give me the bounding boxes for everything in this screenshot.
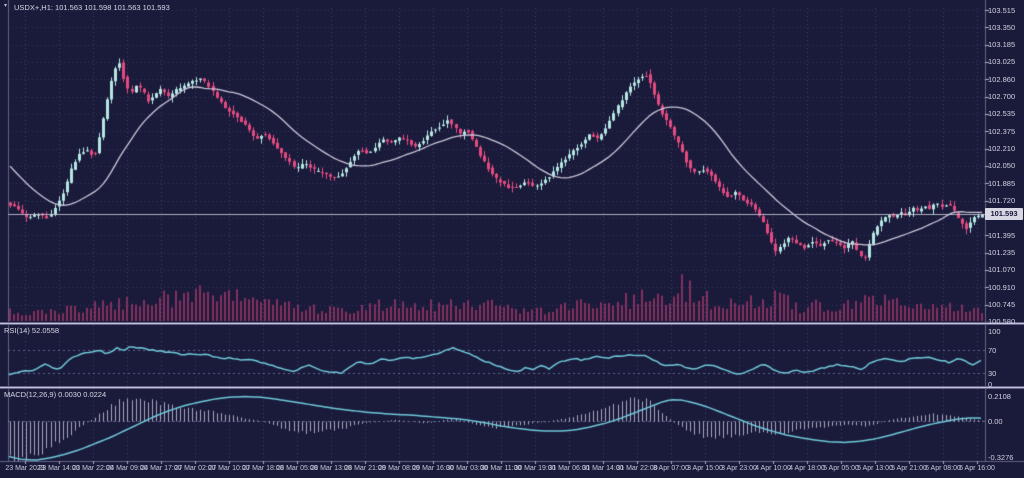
indicator-axis-label: 100 bbox=[988, 326, 1001, 336]
time-axis-label: 6 Apr 08:00 bbox=[925, 465, 961, 472]
price-axis-label: 102.050 bbox=[988, 161, 1016, 171]
price-axis-label: 101.070 bbox=[988, 265, 1016, 275]
time-axis-label: 30 Mar 11:00 bbox=[480, 465, 522, 472]
time-axis-label: 3 Apr 23:00 bbox=[721, 465, 757, 472]
panel-separator-macd[interactable] bbox=[0, 386, 1024, 389]
time-axis-label: 5 Apr 21:00 bbox=[891, 465, 927, 472]
indicator-axis-label: 70 bbox=[988, 345, 997, 355]
price-axis-label: 102.535 bbox=[988, 109, 1016, 119]
time-axis-label: 27 Mar 10:00 bbox=[208, 465, 250, 472]
price-axis-label: 102.860 bbox=[988, 74, 1016, 84]
rsi-indicator-label: RSI(14) 52.0558 bbox=[4, 326, 60, 335]
price-axis-label: 102.375 bbox=[988, 126, 1016, 136]
panel-separator-rsi[interactable] bbox=[0, 322, 1024, 325]
price-axis-label: 101.885 bbox=[988, 178, 1016, 188]
price-axis-label: 100.580 bbox=[988, 317, 1016, 327]
price-axis-label: 101.720 bbox=[988, 196, 1016, 206]
time-axis-label: 30 Mar 19:00 bbox=[514, 465, 556, 472]
indicator-axis-label: 0.2108 bbox=[988, 391, 1011, 401]
time-axis-label: 28 Mar 05:00 bbox=[276, 465, 318, 472]
time-axis-label: 6 Apr 16:00 bbox=[959, 465, 995, 472]
time-axis-label: 5 Apr 13:00 bbox=[857, 465, 893, 472]
time-axis-label: 29 Mar 16:00 bbox=[412, 465, 454, 472]
time-axis-label: 3 Apr 15:00 bbox=[687, 465, 723, 472]
price-axis-label: 100.745 bbox=[988, 300, 1016, 310]
current-price-tag: 101.593 bbox=[985, 208, 1023, 220]
time-axis-label: 31 Mar 14:00 bbox=[582, 465, 624, 472]
time-axis-label: 28 Mar 21:00 bbox=[344, 465, 386, 472]
time-axis-label: 31 Mar 06:00 bbox=[548, 465, 590, 472]
price-axis-label: 100.910 bbox=[988, 282, 1016, 292]
chart-dropdown-icon[interactable]: ▾ bbox=[4, 3, 8, 9]
time-axis-label: 3 Apr 07:00 bbox=[653, 465, 689, 472]
price-axis-label: 103.515 bbox=[988, 5, 1016, 15]
price-axis-label: 103.350 bbox=[988, 22, 1016, 32]
time-axis-label: 4 Apr 10:00 bbox=[755, 465, 791, 472]
indicator-axis-label: 0.00 bbox=[988, 416, 1003, 426]
indicator-axis-label: 0 bbox=[988, 379, 993, 389]
time-axis-label: 5 Apr 05:00 bbox=[823, 465, 859, 472]
time-axis-label: 4 Apr 18:00 bbox=[789, 465, 825, 472]
price-axis-label: 102.210 bbox=[988, 144, 1016, 154]
time-axis-label: 29 Mar 08:00 bbox=[378, 465, 420, 472]
time-axis-label: 24 Mar 09:00 bbox=[106, 465, 148, 472]
price-axis-label: 103.025 bbox=[988, 57, 1016, 67]
macd-indicator-label: MACD(12,26,9) 0.0030 0.0224 bbox=[4, 390, 107, 399]
time-axis-label: 31 Mar 22:00 bbox=[616, 465, 658, 472]
price-axis-label: 103.185 bbox=[988, 40, 1016, 50]
indicator-axis-label: 30 bbox=[988, 368, 997, 378]
time-axis-label: 23 Mar 14:00 bbox=[38, 465, 80, 472]
time-axis-label: 27 Mar 02:00 bbox=[174, 465, 216, 472]
time-axis-label: 30 Mar 03:00 bbox=[446, 465, 488, 472]
time-axis-label: 27 Mar 18:00 bbox=[242, 465, 284, 472]
time-axis-label: 28 Mar 13:00 bbox=[310, 465, 352, 472]
price-axis-label: 101.395 bbox=[988, 230, 1016, 240]
price-axis-label: 102.700 bbox=[988, 92, 1016, 102]
chart-ohlc-label: USDX+,H1: 101.563 101.598 101.563 101.59… bbox=[14, 3, 170, 12]
time-axis-label: 23 Mar 2023 bbox=[5, 465, 45, 472]
time-axis-label: 24 Mar 17:00 bbox=[140, 465, 182, 472]
time-axis-label: 23 Mar 22:00 bbox=[72, 465, 114, 472]
price-axis-label: 101.235 bbox=[988, 248, 1016, 258]
indicator-axis-label: -0.3276 bbox=[988, 452, 1014, 462]
